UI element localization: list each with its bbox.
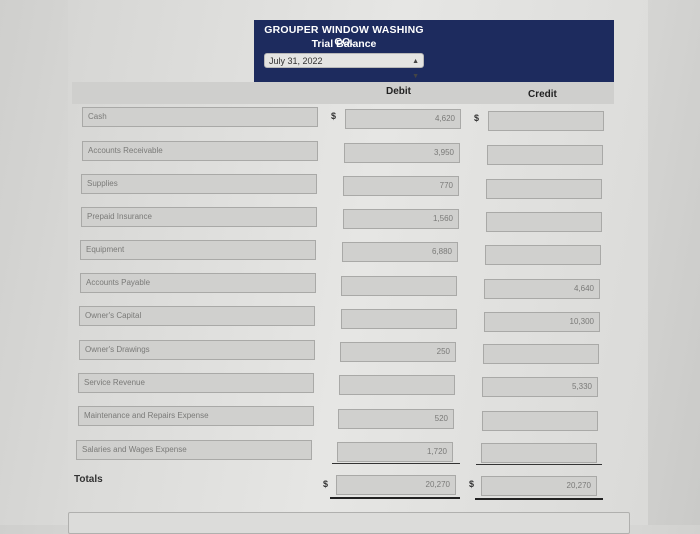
report-header: GROUPER WINDOW WASHING CO. Trial Balance… — [254, 20, 614, 82]
credit-field[interactable] — [482, 411, 598, 431]
credit-field[interactable] — [486, 179, 602, 199]
account-field[interactable]: Maintenance and Repairs Expense — [78, 406, 314, 426]
debit-field[interactable] — [341, 309, 457, 329]
debit-field[interactable]: 1,560 — [343, 209, 459, 229]
company-name: GROUPER WINDOW WASHING CO. — [264, 24, 424, 48]
credit-total-double-line — [475, 498, 603, 500]
account-field[interactable]: Salaries and Wages Expense — [76, 440, 312, 460]
credit-subtotal-line — [476, 464, 602, 465]
debit-total-dollar-sign: $ — [323, 479, 329, 489]
debit-field[interactable]: 250 — [340, 342, 456, 362]
date-select[interactable]: July 31, 2022 ▲ ▼ — [264, 53, 424, 80]
debit-field[interactable]: 3,950 — [344, 143, 460, 163]
credit-total-field[interactable]: 20,270 — [481, 476, 597, 496]
credit-field[interactable] — [483, 344, 599, 364]
debit-field[interactable]: 6,880 — [342, 242, 458, 262]
credit-total-dollar-sign: $ — [469, 479, 475, 489]
credit-field[interactable] — [486, 212, 602, 232]
debit-field[interactable] — [339, 375, 455, 395]
select-arrows-icon: ▲ ▼ — [412, 58, 419, 80]
account-field[interactable]: Owner's Capital — [79, 306, 315, 326]
debit-field[interactable]: 520 — [338, 409, 454, 429]
account-field[interactable]: Owner's Drawings — [79, 340, 315, 360]
credit-field[interactable] — [488, 111, 604, 131]
debit-total-double-line — [330, 497, 460, 499]
credit-field[interactable]: 5,330 — [482, 377, 598, 397]
account-field[interactable]: Service Revenue — [78, 373, 314, 393]
debit-subtotal-line — [332, 463, 460, 464]
account-field[interactable]: Accounts Receivable — [82, 141, 318, 161]
credit-column-header: Credit — [528, 89, 557, 100]
credit-dollar-sign: $ — [474, 113, 480, 123]
account-field[interactable]: Equipment — [80, 240, 316, 260]
debit-total-field[interactable]: 20,270 — [336, 475, 456, 495]
debit-field[interactable]: 770 — [343, 176, 459, 196]
debit-field[interactable]: 4,620 — [345, 109, 461, 129]
date-select-value: July 31, 2022 — [269, 56, 323, 66]
debit-field[interactable] — [341, 276, 457, 296]
credit-field[interactable]: 4,640 — [484, 279, 600, 299]
account-field[interactable]: Accounts Payable — [80, 273, 316, 293]
totals-label: Totals — [74, 474, 103, 485]
credit-field[interactable] — [487, 145, 603, 165]
account-field[interactable]: Prepaid Insurance — [81, 207, 317, 227]
debit-field[interactable]: 1,720 — [337, 442, 453, 462]
debit-column-header: Debit — [386, 86, 411, 97]
credit-field[interactable] — [481, 443, 597, 463]
column-header-bar — [72, 82, 614, 104]
debit-dollar-sign: $ — [331, 111, 337, 121]
account-field[interactable]: Cash — [82, 107, 318, 127]
next-section-box — [68, 512, 630, 534]
credit-field[interactable] — [485, 245, 601, 265]
account-field[interactable]: Supplies — [81, 174, 317, 194]
credit-field[interactable]: 10,300 — [484, 312, 600, 332]
report-title: Trial Balance — [311, 38, 377, 50]
